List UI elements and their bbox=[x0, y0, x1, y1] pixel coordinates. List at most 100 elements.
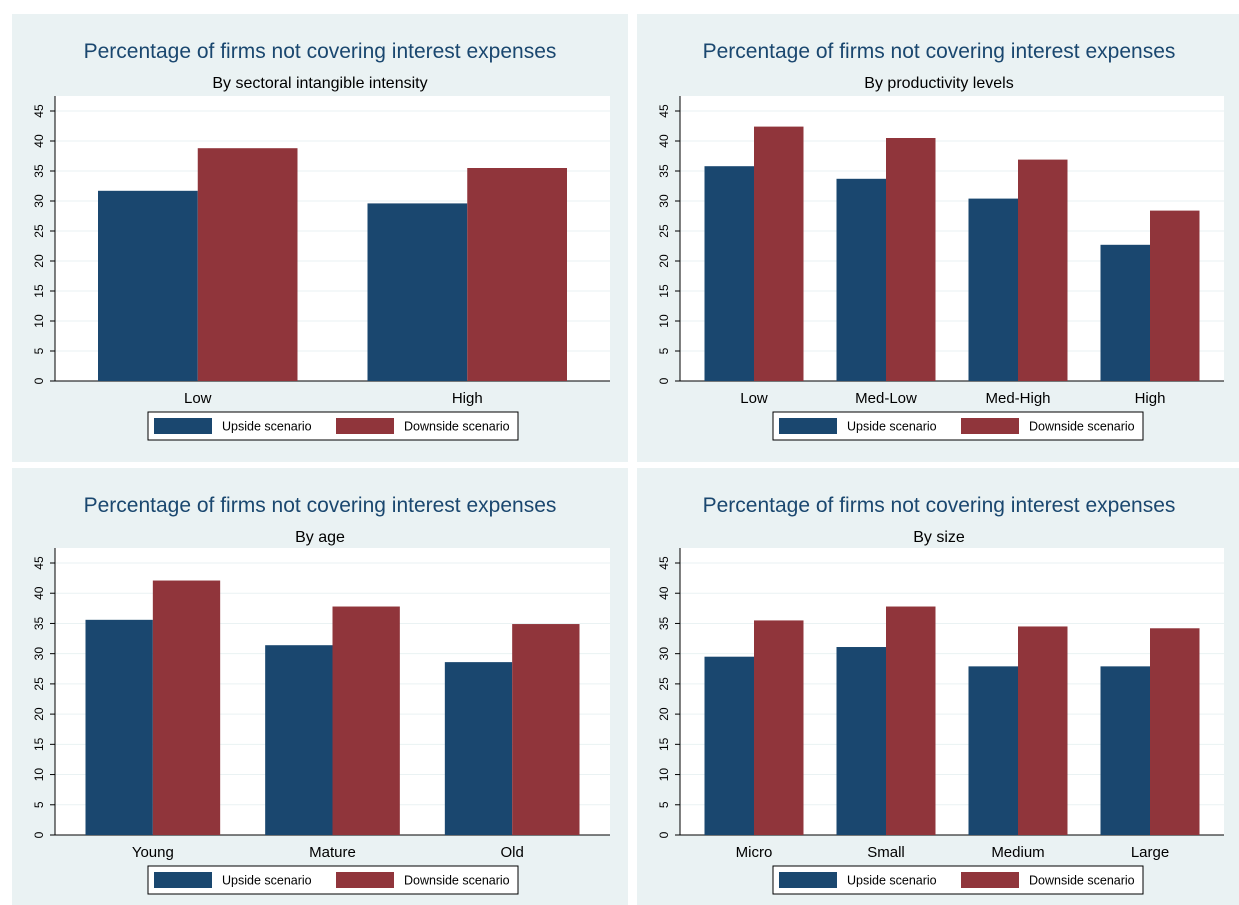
y-tick-label: 0 bbox=[657, 377, 671, 384]
bar-chart: Percentage of firms not covering interes… bbox=[32, 40, 610, 441]
legend-swatch bbox=[779, 418, 837, 434]
bar-downside bbox=[332, 606, 400, 835]
y-tick-label: 5 bbox=[657, 801, 671, 808]
y-tick-label: 45 bbox=[657, 104, 671, 118]
chart-title: Percentage of firms not covering interes… bbox=[703, 494, 1176, 517]
y-tick-label: 0 bbox=[657, 831, 671, 838]
chart-panel-size: Percentage of firms not covering interes… bbox=[637, 468, 1239, 905]
y-tick-label: 35 bbox=[657, 616, 671, 630]
bar-upside bbox=[836, 178, 886, 381]
chart-subtitle: By size bbox=[913, 529, 965, 546]
y-tick-label: 0 bbox=[32, 831, 46, 838]
bar-upside bbox=[968, 666, 1018, 835]
y-tick-label: 25 bbox=[32, 224, 46, 238]
y-tick-label: 40 bbox=[32, 586, 46, 600]
y-tick-label: 15 bbox=[657, 737, 671, 751]
y-tick-label: 0 bbox=[32, 377, 46, 384]
chart-subtitle: By productivity levels bbox=[864, 75, 1013, 92]
bar-chart: Percentage of firms not covering interes… bbox=[657, 40, 1224, 441]
legend-label: Downside scenario bbox=[1029, 874, 1135, 888]
y-tick-label: 45 bbox=[657, 556, 671, 570]
y-tick-label: 20 bbox=[32, 707, 46, 721]
legend-label: Downside scenario bbox=[404, 420, 510, 434]
legend-label: Upside scenario bbox=[847, 874, 937, 888]
x-category-label: High bbox=[452, 390, 483, 407]
x-category-label: Mature bbox=[309, 844, 356, 861]
bar-upside bbox=[704, 166, 754, 381]
y-tick-label: 25 bbox=[657, 224, 671, 238]
bar-upside bbox=[98, 190, 198, 381]
y-tick-label: 20 bbox=[657, 707, 671, 721]
y-tick-label: 45 bbox=[32, 104, 46, 118]
y-tick-label: 30 bbox=[32, 194, 46, 208]
legend-label: Downside scenario bbox=[1029, 420, 1135, 434]
y-tick-label: 35 bbox=[657, 164, 671, 178]
x-category-label: Medium bbox=[991, 844, 1044, 861]
bar-downside bbox=[754, 126, 804, 381]
legend-label: Upside scenario bbox=[847, 420, 937, 434]
y-tick-label: 25 bbox=[657, 677, 671, 691]
bar-upside bbox=[704, 656, 754, 835]
y-tick-label: 25 bbox=[32, 677, 46, 691]
x-category-label: Low bbox=[184, 390, 212, 407]
y-tick-label: 5 bbox=[32, 347, 46, 354]
y-tick-label: 35 bbox=[32, 616, 46, 630]
chart-panel-age: Percentage of firms not covering interes… bbox=[12, 468, 628, 905]
bar-downside bbox=[754, 620, 804, 835]
x-category-label: Med-High bbox=[985, 390, 1050, 407]
legend-label: Downside scenario bbox=[404, 874, 510, 888]
y-tick-label: 15 bbox=[657, 284, 671, 298]
y-tick-label: 20 bbox=[657, 254, 671, 268]
bar-downside bbox=[512, 624, 580, 835]
chart-panel-intangible-intensity: Percentage of firms not covering interes… bbox=[12, 14, 628, 462]
x-category-label: Micro bbox=[736, 844, 773, 861]
legend-swatch bbox=[336, 872, 394, 888]
y-tick-label: 10 bbox=[657, 768, 671, 782]
y-tick-label: 10 bbox=[32, 314, 46, 328]
y-tick-label: 10 bbox=[32, 768, 46, 782]
chart-title: Percentage of firms not covering interes… bbox=[84, 40, 557, 63]
bar-upside bbox=[1100, 666, 1150, 835]
legend-swatch bbox=[961, 418, 1019, 434]
legend-swatch bbox=[154, 872, 212, 888]
chart-subtitle: By age bbox=[295, 529, 345, 546]
bar-downside bbox=[1018, 159, 1068, 381]
legend-swatch bbox=[961, 872, 1019, 888]
y-tick-label: 5 bbox=[32, 801, 46, 808]
bar-downside bbox=[467, 168, 567, 381]
bar-downside bbox=[197, 148, 298, 381]
chart-subtitle: By sectoral intangible intensity bbox=[212, 75, 427, 92]
bar-chart: Percentage of firms not covering interes… bbox=[32, 494, 610, 895]
bar-downside bbox=[1018, 626, 1068, 835]
bar-upside bbox=[265, 645, 333, 835]
legend-swatch bbox=[154, 418, 212, 434]
x-category-label: High bbox=[1135, 390, 1166, 407]
x-category-label: Med-Low bbox=[855, 390, 917, 407]
x-category-label: Old bbox=[500, 844, 523, 861]
y-tick-label: 30 bbox=[657, 194, 671, 208]
y-tick-label: 40 bbox=[32, 134, 46, 148]
chart-title: Percentage of firms not covering interes… bbox=[84, 494, 557, 517]
x-category-label: Small bbox=[867, 844, 905, 861]
bar-downside bbox=[1150, 628, 1200, 835]
bar-upside bbox=[367, 203, 468, 381]
y-tick-label: 15 bbox=[32, 284, 46, 298]
y-tick-label: 20 bbox=[32, 254, 46, 268]
legend-label: Upside scenario bbox=[222, 420, 312, 434]
y-tick-label: 45 bbox=[32, 556, 46, 570]
bar-upside bbox=[85, 619, 153, 835]
y-tick-label: 30 bbox=[657, 647, 671, 661]
y-tick-label: 40 bbox=[657, 586, 671, 600]
chart-panel-productivity: Percentage of firms not covering interes… bbox=[637, 14, 1239, 462]
legend-swatch bbox=[779, 872, 837, 888]
bar-upside bbox=[444, 662, 513, 835]
y-tick-label: 10 bbox=[657, 314, 671, 328]
bar-upside bbox=[1100, 244, 1150, 381]
y-tick-label: 30 bbox=[32, 647, 46, 661]
y-tick-label: 5 bbox=[657, 347, 671, 354]
x-category-label: Large bbox=[1131, 844, 1169, 861]
bar-upside bbox=[836, 647, 886, 835]
bar-upside bbox=[968, 198, 1018, 381]
y-tick-label: 35 bbox=[32, 164, 46, 178]
y-tick-label: 40 bbox=[657, 134, 671, 148]
